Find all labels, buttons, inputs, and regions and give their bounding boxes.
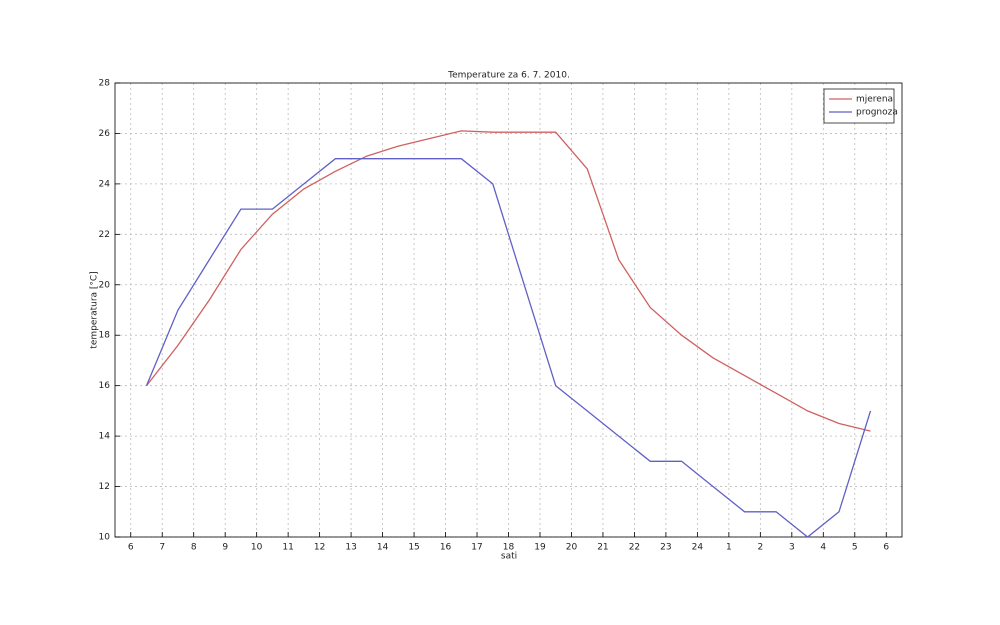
- x-tick-label: 24: [692, 543, 704, 553]
- x-tick-label: 2: [757, 543, 763, 553]
- x-tick-label: 6: [883, 543, 889, 553]
- legend-label: prognoza: [856, 108, 898, 118]
- x-tick-label: 12: [314, 543, 325, 553]
- y-tick-label: 22: [99, 230, 110, 240]
- x-tick-label: 1: [726, 543, 732, 553]
- y-tick-label: 14: [99, 432, 111, 442]
- chart-title: Temperature za 6. 7. 2010.: [447, 71, 570, 81]
- x-tick-label: 17: [471, 543, 482, 553]
- y-tick-label: 20: [99, 280, 111, 290]
- legend: mjerena prognoza: [823, 88, 898, 124]
- plot-frame: [114, 82, 903, 538]
- y-tick-label: 18: [99, 331, 111, 341]
- x-tick-label: 14: [377, 543, 389, 553]
- y-axis-label: temperatura [°C]: [90, 271, 100, 348]
- x-tick-label: 15: [408, 543, 419, 553]
- x-tick-label: 23: [660, 543, 671, 553]
- x-tick-label: 11: [282, 543, 293, 553]
- x-tick-label: 7: [159, 543, 165, 553]
- x-tick-label: 13: [345, 543, 356, 553]
- legend-label: mjerena: [856, 95, 893, 105]
- x-tick-label: 6: [128, 543, 134, 553]
- x-tick-label: 22: [629, 543, 640, 553]
- x-tick-label: 16: [440, 543, 452, 553]
- y-tick-label: 24: [99, 179, 111, 189]
- data-line: [145, 130, 871, 432]
- x-tick-label: 21: [597, 543, 608, 553]
- y-tick-label: 16: [99, 381, 111, 391]
- x-tick-label: 5: [852, 543, 858, 553]
- y-tick-label: 10: [99, 533, 111, 543]
- y-tick-label: 26: [99, 129, 111, 139]
- y-tick-label: 28: [99, 79, 111, 89]
- data-line: [145, 158, 872, 538]
- x-tick-label: 3: [789, 543, 795, 553]
- x-tick-label: 10: [251, 543, 263, 553]
- x-tick-label: 4: [820, 543, 826, 553]
- x-axis-label: sati: [501, 552, 517, 562]
- x-tick-label: 9: [222, 543, 228, 553]
- legend-box: [823, 88, 895, 124]
- x-tick-label: 18: [503, 543, 515, 553]
- x-tick-label: 8: [191, 543, 197, 553]
- x-tick-label: 19: [534, 543, 546, 553]
- y-tick-label: 12: [99, 482, 110, 492]
- x-tick-label: 20: [566, 543, 578, 553]
